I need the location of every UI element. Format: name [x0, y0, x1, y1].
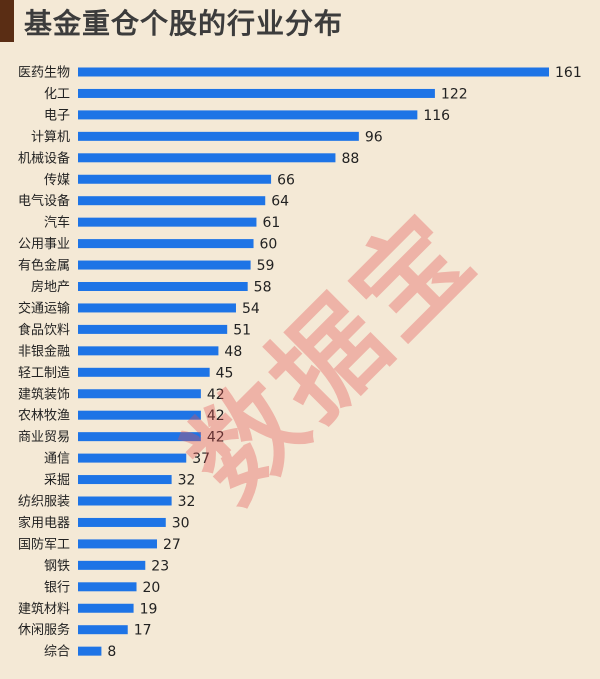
bar [78, 389, 201, 399]
bar [78, 367, 210, 377]
bar [78, 282, 248, 291]
value-label: 51 [233, 322, 251, 338]
value-label: 96 [365, 129, 383, 145]
value-label: 32 [178, 473, 196, 489]
category-label: 有色金属 [18, 258, 70, 274]
category-label: 公用事业 [18, 237, 70, 252]
bar [78, 539, 157, 549]
category-label: 食品饮料 [18, 322, 70, 338]
value-label: 20 [143, 580, 161, 596]
category-label: 化工 [44, 87, 70, 102]
category-label: 房地产 [31, 279, 70, 295]
value-label: 161 [555, 65, 582, 81]
category-label: 商业贸易 [18, 430, 70, 445]
value-label: 23 [151, 558, 169, 574]
value-label: 60 [260, 237, 278, 253]
bar [78, 646, 102, 656]
value-label: 54 [242, 301, 260, 317]
bar [78, 625, 128, 635]
category-label: 电气设备 [18, 193, 70, 209]
category-label: 休闲服务 [18, 622, 70, 638]
bar [78, 496, 172, 506]
chart-header: 基金重仓个股的行业分布 [0, 0, 600, 44]
category-label: 汽车 [44, 215, 70, 231]
value-label: 17 [134, 623, 152, 639]
bar [78, 153, 336, 163]
bar [78, 346, 219, 356]
category-label: 建筑材料 [18, 601, 70, 617]
category-label: 交通运输 [18, 300, 70, 316]
value-label: 88 [341, 151, 359, 167]
value-label: 32 [178, 494, 196, 510]
category-label: 通信 [44, 452, 70, 467]
bar [78, 303, 236, 313]
category-label: 家用电器 [18, 515, 70, 531]
value-label: 59 [257, 258, 275, 274]
category-label: 电子 [44, 108, 70, 123]
bar [78, 582, 137, 592]
value-label: 45 [216, 365, 234, 381]
category-label: 传媒 [44, 173, 70, 188]
bar [78, 239, 254, 249]
bar [78, 174, 272, 184]
value-label: 30 [172, 515, 190, 531]
bar [78, 67, 549, 77]
category-label: 医药生物 [18, 66, 70, 81]
category-label: 轻工制造 [18, 366, 70, 381]
bar [78, 110, 418, 120]
category-label: 农林牧渔 [18, 409, 70, 424]
value-label: 58 [254, 280, 272, 296]
value-label: 64 [271, 194, 289, 210]
bar [78, 217, 257, 227]
category-label: 机械设备 [18, 150, 70, 166]
category-label: 纺织服装 [18, 495, 70, 510]
category-label: 综合 [44, 645, 70, 660]
bar [78, 88, 435, 98]
category-label: 钢铁 [44, 559, 70, 574]
value-label: 48 [224, 344, 242, 360]
bar [78, 603, 134, 613]
value-label: 42 [207, 387, 225, 403]
bar [78, 517, 166, 527]
bar [78, 432, 201, 442]
title-accent-bar [0, 0, 14, 42]
bar [78, 260, 251, 270]
value-label: 42 [207, 430, 225, 446]
bar [78, 131, 359, 141]
chart-title: 基金重仓个股的行业分布 [24, 7, 344, 40]
bar [78, 475, 172, 485]
value-label: 8 [107, 644, 116, 660]
value-label: 42 [207, 408, 225, 424]
value-label: 37 [192, 451, 210, 467]
category-label: 非银金融 [18, 343, 70, 359]
category-label: 建筑装饰 [18, 386, 70, 402]
value-label: 61 [262, 215, 280, 231]
category-label: 银行 [44, 580, 70, 595]
value-label: 66 [277, 172, 295, 188]
value-label: 27 [163, 537, 181, 553]
category-label: 计算机 [31, 130, 70, 145]
value-label: 116 [423, 108, 450, 124]
category-label: 采掘 [44, 473, 70, 488]
bar [78, 196, 266, 206]
value-label: 122 [441, 86, 468, 102]
bar [78, 453, 187, 463]
bar [78, 560, 146, 570]
bar [78, 410, 201, 420]
category-label: 国防军工 [18, 536, 70, 552]
value-label: 19 [140, 601, 158, 617]
bar [78, 324, 228, 334]
